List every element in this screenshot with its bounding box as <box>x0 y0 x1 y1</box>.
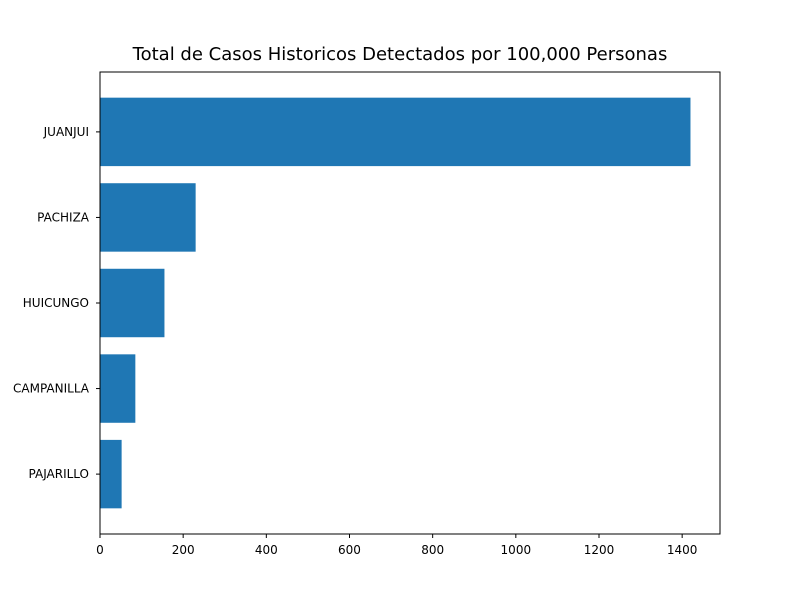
x-tick-label: 600 <box>338 543 361 557</box>
y-tick-label: PAJARILLO <box>29 467 89 481</box>
x-tick-label: 800 <box>421 543 444 557</box>
bar-campanilla <box>100 354 136 423</box>
y-tick-label: HUICUNGO <box>23 296 89 310</box>
plot-frame <box>99 71 721 535</box>
bar-pajarillo <box>100 439 122 509</box>
x-tick-label: 1000 <box>501 543 532 557</box>
bar-juanjui <box>100 97 691 167</box>
bar-pachiza <box>100 183 196 252</box>
bar-huicungo <box>100 268 165 338</box>
x-tick-label: 1200 <box>584 543 615 557</box>
chart-title: Total de Casos Historicos Detectados por… <box>132 44 668 65</box>
bars-group <box>100 97 691 509</box>
x-tick-label: 1400 <box>667 543 698 557</box>
y-tick-label: JUANJUI <box>43 125 89 139</box>
axes-group: JUANJUI PACHIZA HUICUNGO CAMPANILLA PAJARILL… <box>13 71 721 557</box>
y-tick-label: CAMPANILLA <box>13 382 90 396</box>
x-tick-label: 400 <box>255 543 278 557</box>
x-tick-label: 0 <box>96 543 104 557</box>
y-tick-label: PACHIZA <box>37 210 90 224</box>
x-tick-label: 200 <box>172 543 195 557</box>
